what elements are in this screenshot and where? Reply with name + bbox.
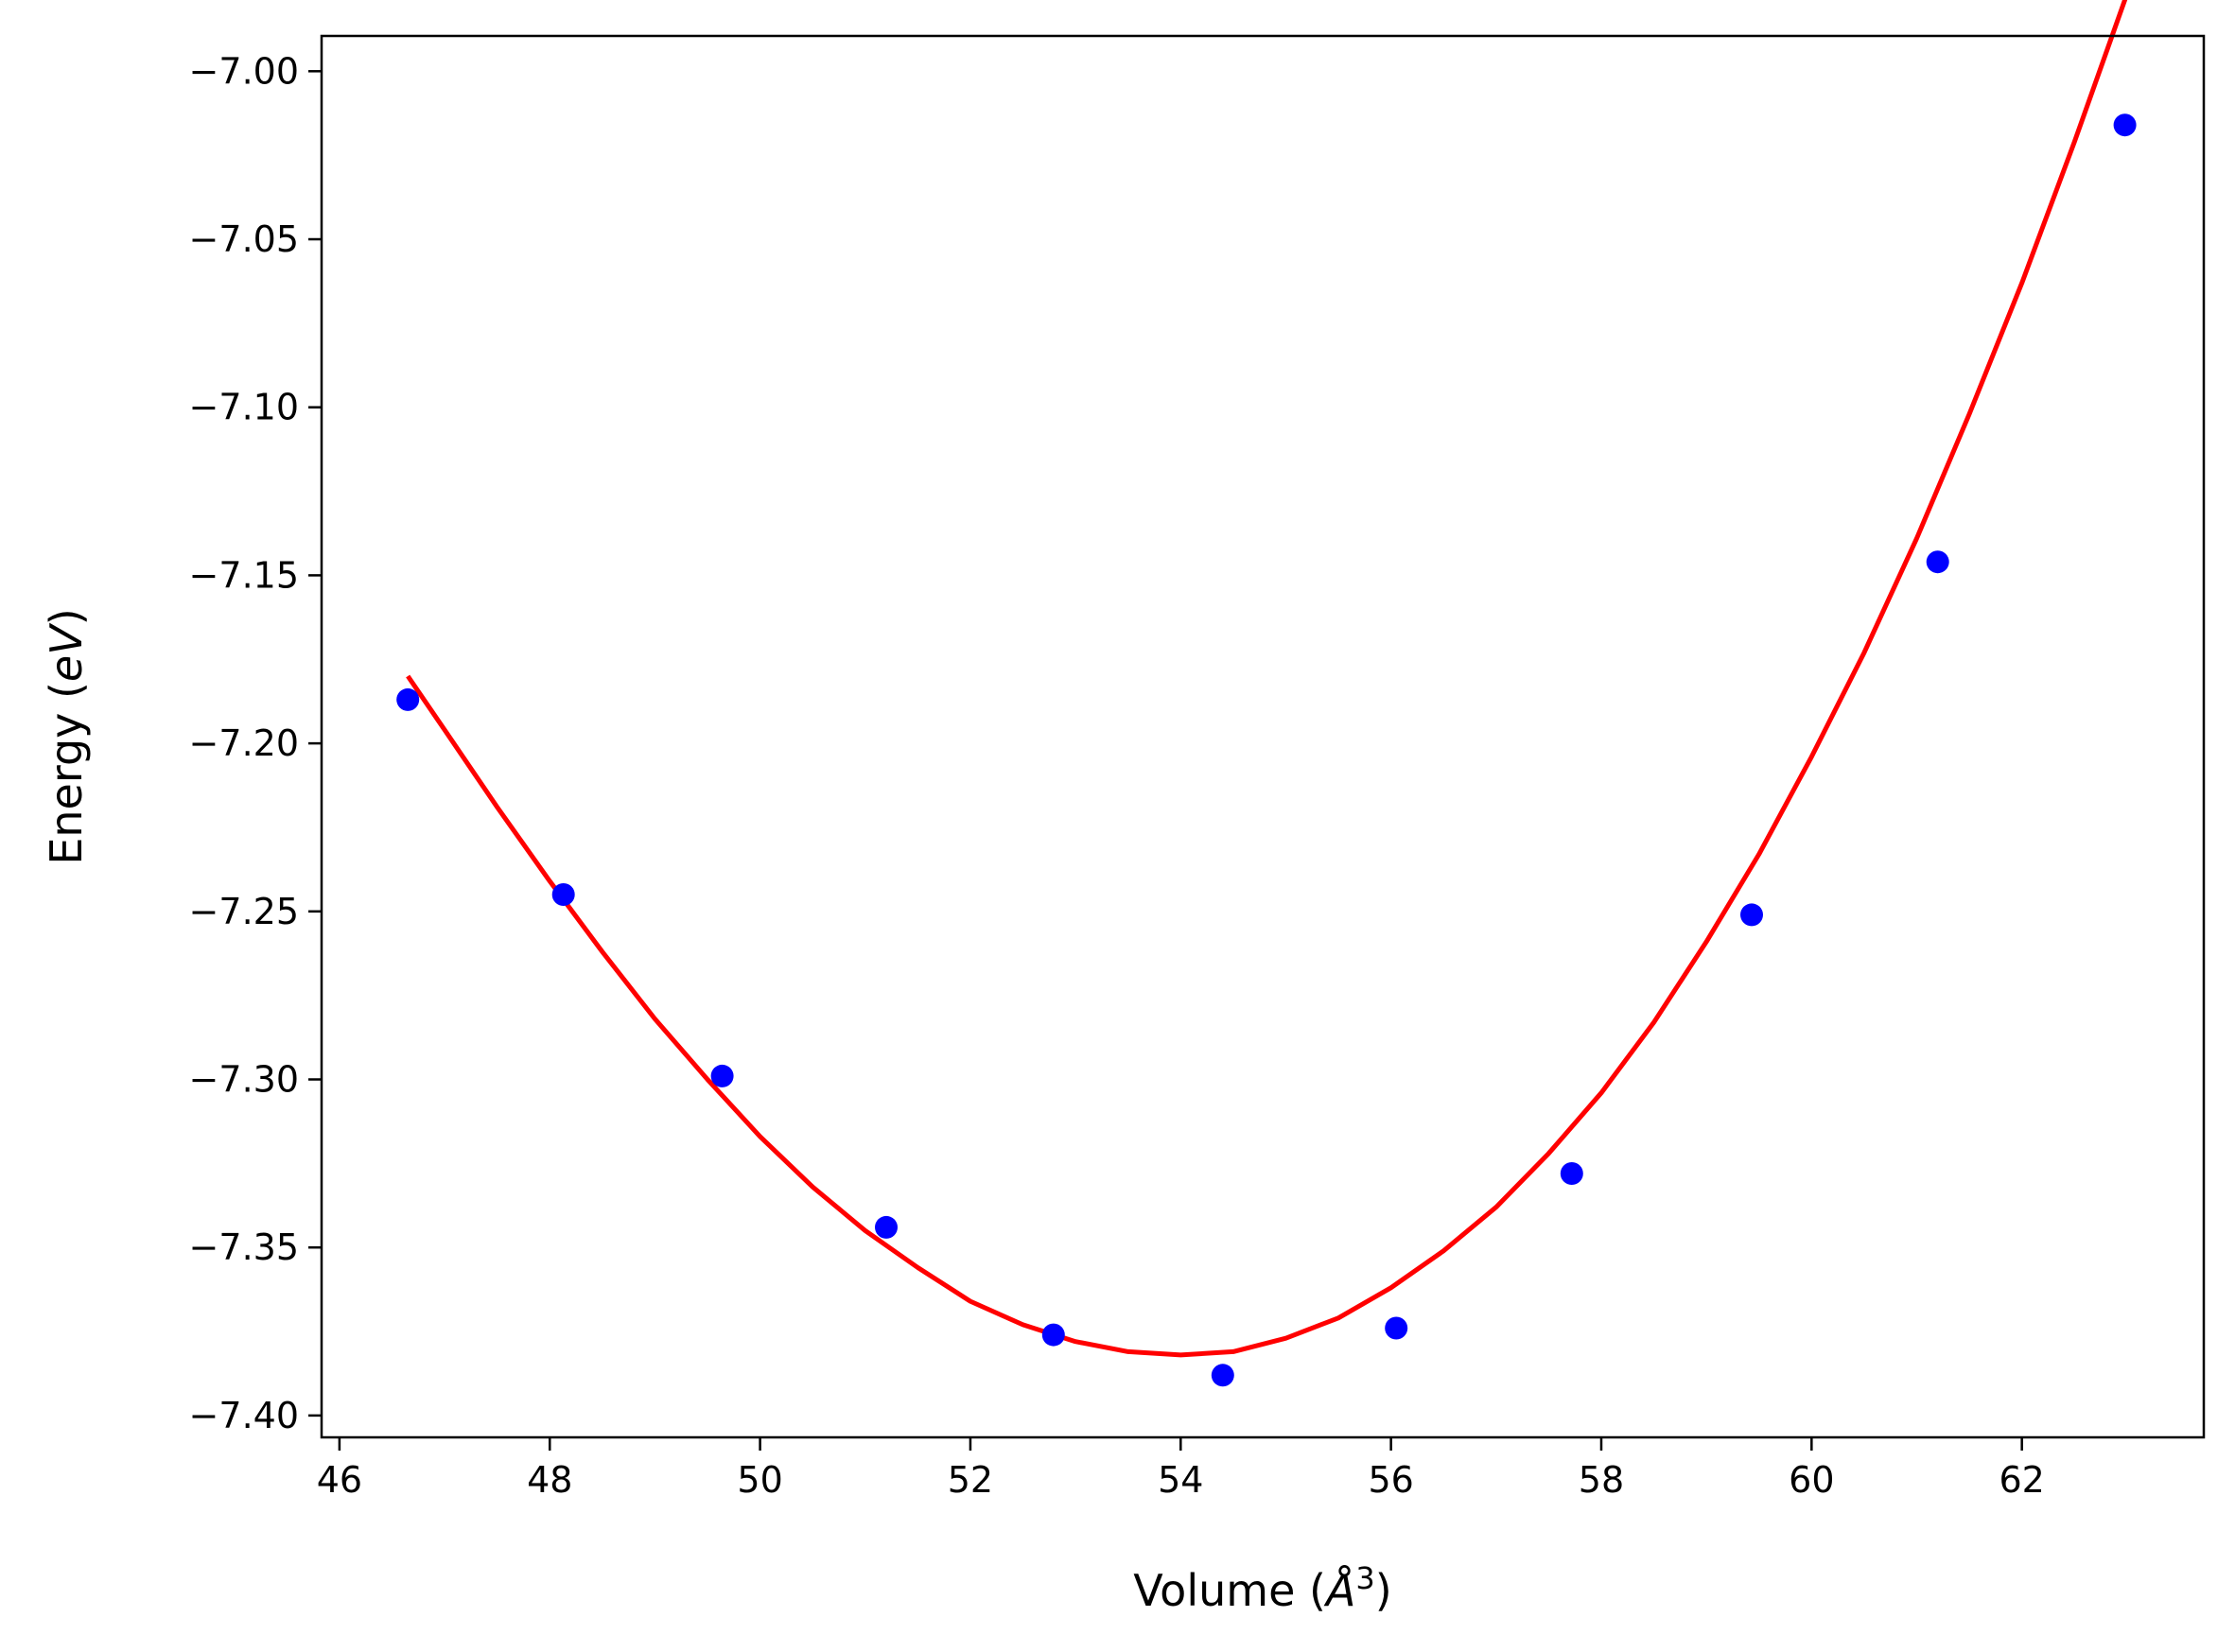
x-tick-label: 56 — [1368, 1459, 1413, 1501]
data-point — [1211, 1364, 1234, 1387]
fit-curve — [406, 0, 2128, 1358]
y-tick-label: −7.40 — [189, 1395, 299, 1436]
y-tick-label: −7.25 — [189, 891, 299, 932]
axes-frame — [320, 34, 2206, 1439]
x-tick-label: 48 — [527, 1459, 572, 1501]
y-axis-ticks: −7.40 −7.35 −7.30 −7.25 −7.20 −7.15 −7.10 −7.05… — [189, 50, 322, 1436]
y-tick-label: −7.00 — [189, 50, 299, 92]
x-tick-label: 54 — [1158, 1459, 1203, 1501]
data-point — [875, 1215, 898, 1239]
x-tick-label: 50 — [737, 1459, 782, 1501]
x-tick-label: 58 — [1579, 1459, 1624, 1501]
data-point — [1560, 1162, 1583, 1185]
y-tick-label: −7.05 — [189, 218, 299, 260]
data-point — [1041, 1323, 1065, 1347]
x-tick-label: 52 — [948, 1459, 993, 1501]
fit-curve-layer — [406, 0, 2128, 1358]
data-point — [1926, 550, 1949, 574]
y-tick-label: −7.15 — [189, 554, 299, 596]
data-point — [396, 687, 420, 711]
data-point — [1385, 1316, 1408, 1340]
data-point — [710, 1064, 734, 1087]
x-axis-ticks: 46 48 50 52 54 56 58 60 62 — [317, 1437, 2045, 1501]
data-point — [2113, 113, 2137, 137]
data-points-layer — [396, 113, 2137, 1387]
x-axis-label: Volume (Å3) — [1133, 1560, 1391, 1616]
x-tick-label: 60 — [1789, 1459, 1834, 1501]
y-tick-label: −7.10 — [189, 387, 299, 428]
data-point — [551, 883, 575, 906]
data-point — [1740, 903, 1763, 927]
y-tick-label: −7.30 — [189, 1059, 299, 1101]
x-tick-label: 62 — [1999, 1459, 2044, 1501]
x-tick-label: 46 — [317, 1459, 362, 1501]
y-tick-label: −7.35 — [189, 1226, 299, 1268]
plot-area — [396, 0, 2137, 1387]
y-tick-label: −7.20 — [189, 722, 299, 764]
y-axis-label: Energy (eV) — [41, 608, 92, 864]
